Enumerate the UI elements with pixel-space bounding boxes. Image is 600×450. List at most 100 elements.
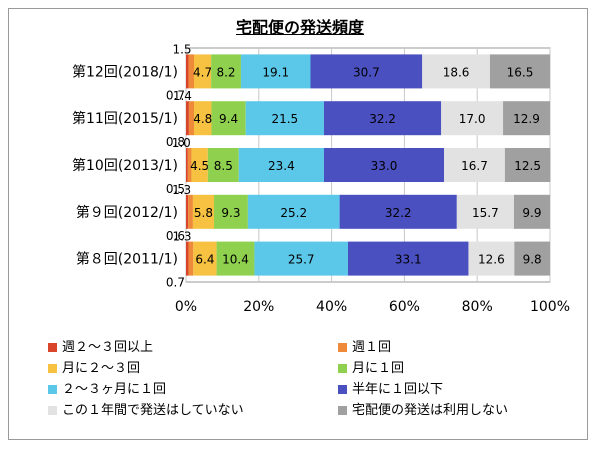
bar-segment (207, 148, 239, 182)
legend-swatch (48, 406, 57, 415)
data-label: 10.4 (222, 253, 249, 267)
category-label: 第11回(2015/1) (72, 110, 178, 127)
legend-label: 半年に１回以下 (352, 382, 444, 397)
bar-segment (339, 194, 457, 229)
data-label: 33.1 (395, 253, 422, 267)
bar-segment (513, 194, 550, 229)
data-label: 1.5 (172, 42, 191, 56)
stacked-bar-chart: 0% 20% 40% 60% 80% 100% 第12回(2018/1) 0.7 1.54.7 8… (72, 42, 570, 315)
category-label: 第８回(2011/1) (76, 251, 178, 268)
legend-entry: 週２～３回以上 (48, 336, 153, 355)
bar-segment (310, 54, 423, 89)
x-tick-label: 20% (243, 299, 274, 315)
legend-entry: 半年に１回以下 (338, 378, 443, 397)
data-label: 9.3 (221, 206, 240, 220)
bar-segment (240, 54, 311, 89)
legend-entry: 月に１回 (338, 357, 404, 376)
legend-entry: 週１回 (338, 336, 391, 355)
bar-segment (347, 241, 469, 276)
data-label: 17.0 (459, 112, 486, 126)
bar-segment (441, 101, 504, 136)
data-label: 5.8 (194, 206, 213, 220)
legend-label: 週２～３回以上 (62, 340, 154, 355)
chart-frame (8, 8, 588, 440)
x-tick-label: 100% (530, 299, 570, 315)
legend-entry: この１年間で発送はしていない (48, 399, 244, 418)
data-label: 12.6 (478, 253, 505, 267)
data-label: 25.7 (288, 253, 315, 267)
bar-segment (468, 241, 515, 276)
bar-segment (191, 148, 208, 182)
data-label: 1.4 (173, 89, 192, 103)
legend-swatch (338, 364, 347, 373)
data-label: 21.5 (271, 112, 298, 126)
legend-label: 月に１回 (352, 361, 405, 376)
legend-label: 週１回 (352, 340, 392, 355)
legend-label: ２～３ヶ月に１回 (62, 382, 167, 397)
data-label: 8.5 (214, 159, 233, 173)
bar-segment (186, 54, 189, 89)
data-label: 4.8 (193, 112, 212, 126)
bar-segment (504, 148, 551, 182)
category-label: 第10回(2013/1) (72, 157, 178, 174)
data-label: 18.6 (443, 65, 470, 79)
bar-segment (188, 194, 193, 229)
bar-segment (188, 54, 195, 89)
legend-label: 月に２～３回 (62, 361, 141, 376)
legend-entry: 宅配便の発送は利用しない (338, 399, 508, 418)
data-label: 30.7 (353, 65, 380, 79)
x-tick-label: 60% (389, 299, 420, 315)
data-label: 16.7 (461, 159, 488, 173)
bar-segment (188, 101, 195, 136)
data-label: 0.7 (166, 276, 185, 290)
bar-segment (186, 241, 189, 276)
bar-segment (186, 148, 188, 182)
data-label: 9.4 (219, 112, 238, 126)
x-tick-label: 80% (462, 299, 493, 315)
bar-segment (214, 194, 248, 229)
data-label: 1.3 (172, 230, 191, 244)
data-label: 32.2 (385, 206, 412, 220)
data-label: 4.7 (193, 65, 212, 79)
data-label: 15.7 (472, 206, 499, 220)
bar-segment (211, 54, 241, 89)
bar-segment (194, 54, 212, 89)
data-label: 23.4 (268, 159, 295, 173)
data-label: 25.2 (280, 206, 307, 220)
legend-swatch (48, 343, 57, 352)
legend-swatch (48, 385, 57, 394)
data-label: 0.5 (166, 182, 185, 196)
category-label: 第９回(2012/1) (76, 204, 178, 221)
bar-segment (194, 101, 212, 136)
bar-segment (193, 241, 217, 276)
data-label: 1.3 (172, 183, 191, 197)
bar-segment (323, 148, 445, 182)
bar-segment (514, 241, 550, 276)
data-label: 0.7 (166, 88, 185, 102)
data-label: 9.8 (523, 253, 542, 267)
bar-segment (245, 101, 324, 136)
chart-title: 宅配便の発送頻度 (235, 18, 364, 37)
bar-segment (186, 194, 189, 229)
bar-segment (186, 101, 189, 136)
bar-segment (211, 101, 246, 136)
bar-segment (254, 241, 348, 276)
data-label: 6.4 (195, 253, 214, 267)
legend-swatch (338, 406, 347, 415)
data-label: 19.1 (262, 65, 289, 79)
bar-segment (216, 241, 255, 276)
bar-segment (238, 148, 324, 182)
x-tick-label: 40% (316, 299, 347, 315)
data-label: 12.9 (513, 112, 540, 126)
bar-segment (456, 194, 514, 229)
bar-segment (192, 194, 215, 229)
legend-entry: ２～３ヶ月に１回 (48, 378, 166, 397)
legend-label: 宅配便の発送は利用しない (352, 403, 509, 418)
bar-segment (444, 148, 505, 182)
data-label: 8.2 (216, 65, 235, 79)
data-label: 0.8 (166, 135, 185, 149)
data-label: 0.6 (166, 229, 185, 243)
bar-segment (489, 54, 550, 89)
legend-swatch (48, 364, 57, 373)
bar-segment (247, 194, 340, 229)
